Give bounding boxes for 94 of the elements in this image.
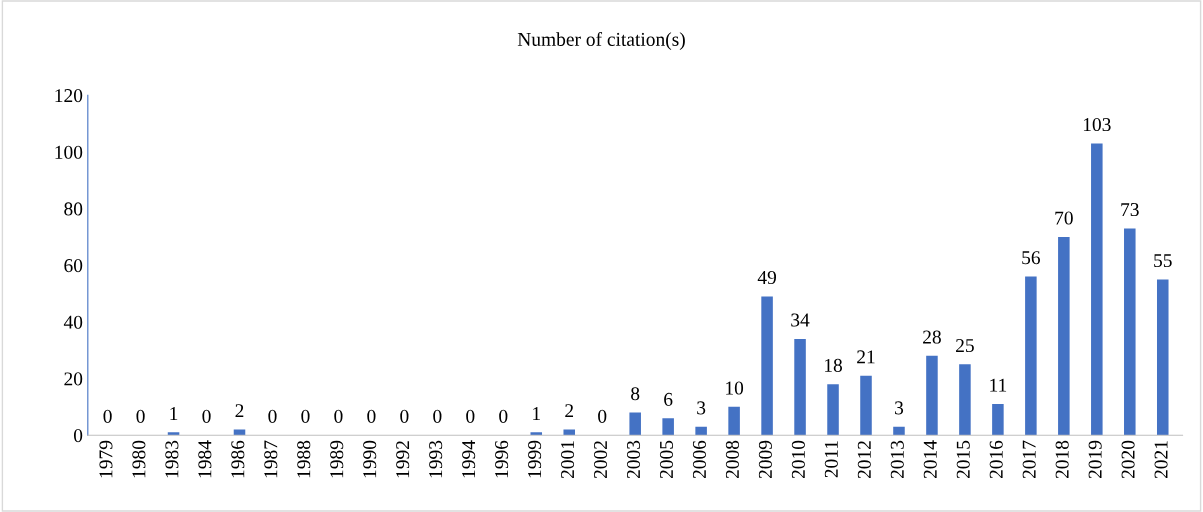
data-label: 1 — [533, 407, 540, 420]
y-tick-label: 0 — [73, 429, 83, 443]
data-label: 11 — [990, 378, 1007, 392]
data-label: 0 — [400, 409, 409, 423]
x-tick-label: 1994 — [462, 440, 476, 478]
bar — [1091, 143, 1103, 436]
bar — [695, 426, 707, 436]
data-label: 0 — [466, 409, 475, 423]
x-tick-label: 2006 — [692, 440, 706, 479]
data-label: 0 — [367, 409, 376, 423]
data-label: 0 — [268, 409, 277, 423]
data-label: 2 — [235, 404, 244, 418]
x-tick-label: 1999 — [528, 440, 542, 478]
data-label: 8 — [631, 387, 640, 401]
x-tick-label: 2003 — [626, 440, 641, 479]
bar — [926, 355, 938, 436]
x-tick-label: 1984 — [198, 440, 212, 478]
x-tick-label: 1980 — [132, 440, 146, 478]
data-label: 0 — [598, 409, 607, 423]
bar — [893, 426, 905, 436]
x-tick-label: 2012 — [857, 441, 871, 479]
data-label: 3 — [895, 401, 904, 415]
x-tick-label: 2011 — [824, 441, 838, 478]
data-label: 2 — [565, 404, 574, 418]
data-label: 0 — [103, 409, 112, 423]
data-label: 0 — [499, 409, 508, 423]
y-tick-label: 80 — [64, 202, 83, 216]
y-tick-label: 40 — [63, 315, 83, 329]
y-tick-label: 120 — [55, 89, 83, 103]
x-tick-label: 1992 — [396, 441, 410, 478]
data-label: 0 — [433, 409, 442, 423]
x-tick-label: 2018 — [1055, 440, 1069, 479]
data-label: 56 — [1022, 251, 1041, 265]
bar — [992, 404, 1004, 436]
y-tick-label: 20 — [64, 372, 83, 386]
data-label: 34 — [791, 313, 810, 327]
x-tick-label: 1993 — [429, 440, 443, 478]
x-tick-label: 2013 — [890, 440, 904, 479]
bar — [860, 375, 872, 436]
x-tick-label: 1983 — [165, 440, 179, 478]
bar — [728, 406, 740, 436]
bar — [563, 429, 576, 436]
x-tick-label: 2020 — [1121, 440, 1135, 479]
x-tick-label: 2019 — [1088, 440, 1102, 479]
bar — [761, 296, 773, 436]
data-label: 73 — [1121, 203, 1139, 217]
data-label: 3 — [697, 401, 706, 415]
bar — [794, 338, 806, 436]
y-tick-label: 60 — [64, 259, 83, 273]
bar — [1156, 279, 1169, 436]
chart-title: Number of citation(s) — [517, 32, 685, 50]
x-tick-label: 2005 — [659, 440, 674, 479]
data-label: 0 — [136, 409, 145, 423]
x-tick-label: 1990 — [363, 440, 377, 478]
x-tick-label: 1986 — [231, 440, 245, 478]
data-label: 55 — [1154, 254, 1172, 268]
data-label: 0 — [202, 409, 211, 423]
x-tick-label: 1996 — [495, 440, 509, 478]
y-tick-label: 100 — [55, 145, 83, 159]
data-label: 103 — [1083, 117, 1111, 132]
data-label: 0 — [334, 409, 343, 423]
bar — [629, 412, 641, 436]
data-label: 0 — [301, 409, 310, 423]
data-label: 18 — [825, 358, 843, 372]
x-tick-label: 2001 — [560, 441, 575, 479]
bar — [530, 432, 543, 436]
bar — [1025, 276, 1037, 436]
bar — [1058, 236, 1070, 436]
x-tick-label: 1988 — [297, 440, 311, 478]
x-tick-label: 2017 — [1022, 440, 1036, 479]
bar — [1124, 228, 1136, 436]
x-tick-label: 2014 — [923, 440, 937, 479]
x-tick-label: 2015 — [956, 440, 970, 479]
bar — [662, 418, 674, 436]
bar — [167, 432, 180, 436]
bar — [959, 364, 971, 436]
x-tick-label: 2008 — [725, 440, 739, 479]
data-label: 1 — [170, 407, 178, 420]
data-label: 21 — [857, 350, 875, 364]
data-label: 6 — [664, 392, 673, 406]
x-tick-label: 1979 — [99, 440, 113, 478]
x-tick-label: 2009 — [758, 440, 772, 479]
x-tick-label: 2021 — [1154, 441, 1168, 479]
data-label: 49 — [757, 271, 777, 285]
x-tick-label: 2010 — [791, 440, 805, 479]
bar — [827, 384, 839, 436]
data-label: 28 — [923, 330, 941, 344]
x-tick-label: 2016 — [989, 440, 1003, 479]
x-tick-label: 1987 — [264, 440, 278, 478]
x-tick-label: 1989 — [330, 440, 344, 478]
data-label: 25 — [956, 339, 974, 353]
data-label: 70 — [1055, 211, 1073, 225]
x-tick-label: 2002 — [593, 441, 608, 479]
data-label: 10 — [726, 381, 744, 395]
